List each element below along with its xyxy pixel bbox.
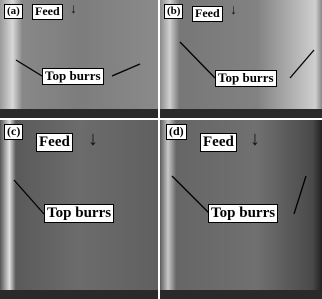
feed-label: Feed (200, 133, 237, 153)
callout-line (13, 179, 45, 215)
feed-arrow: ↓ (250, 128, 260, 150)
sem-footer (0, 290, 158, 299)
sem-footer (160, 290, 322, 299)
panel-a (0, 0, 158, 118)
callout-line (179, 41, 216, 79)
panel-b (160, 0, 322, 118)
callout-line (15, 59, 43, 77)
panel-label: (d) (166, 124, 187, 140)
panel-label: (a) (4, 4, 23, 19)
callout-label: Top burrs (215, 70, 277, 87)
feed-arrow: ↓ (230, 3, 237, 18)
feed-label: Feed (192, 6, 223, 22)
panel-label: (c) (4, 124, 24, 140)
sem-footer (0, 109, 158, 118)
feed-label: Feed (36, 133, 73, 153)
callout-line (111, 63, 141, 77)
callout-line (171, 175, 211, 215)
callout-line (289, 49, 315, 79)
callout-label: Top burrs (42, 68, 104, 85)
callout-line (293, 175, 307, 215)
feed-arrow: ↓ (88, 128, 98, 150)
callout-label: Top burrs (208, 204, 279, 224)
sem-footer (160, 109, 322, 118)
feed-arrow: ↓ (70, 2, 77, 17)
feed-label: Feed (32, 4, 63, 20)
panel-label: (b) (164, 4, 184, 19)
callout-label: Top burrs (44, 204, 115, 224)
